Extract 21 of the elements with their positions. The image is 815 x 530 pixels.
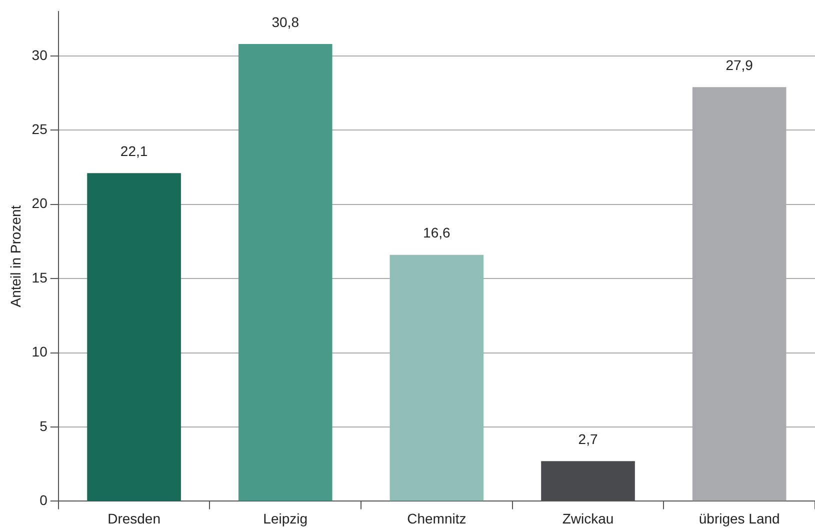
x-tick-label: Leipzig xyxy=(263,510,308,526)
y-tick-label: 5 xyxy=(40,418,48,434)
bar xyxy=(238,44,332,501)
y-tick-label: 25 xyxy=(32,121,48,137)
data-label: 2,7 xyxy=(578,430,598,447)
y-tick-label: 30 xyxy=(32,46,48,63)
data-label: 22,1 xyxy=(120,143,148,160)
y-tick-label: 15 xyxy=(32,269,48,286)
x-tick-label: übriges Land xyxy=(698,510,780,526)
bar xyxy=(390,254,484,501)
data-label: 27,9 xyxy=(726,56,754,73)
y-tick-label: 20 xyxy=(32,195,48,212)
y-tick-label: 10 xyxy=(32,344,48,360)
bar xyxy=(87,173,181,501)
x-tick-label: Zwickau xyxy=(562,510,614,526)
y-tick-label: 0 xyxy=(40,492,48,508)
data-label: 16,6 xyxy=(423,224,451,241)
x-tick-label: Dresden xyxy=(108,510,160,526)
y-axis-title: Anteil in Prozent xyxy=(7,205,24,308)
data-label: 30,8 xyxy=(272,14,300,30)
x-tick-label: Chemnitz xyxy=(407,510,466,526)
